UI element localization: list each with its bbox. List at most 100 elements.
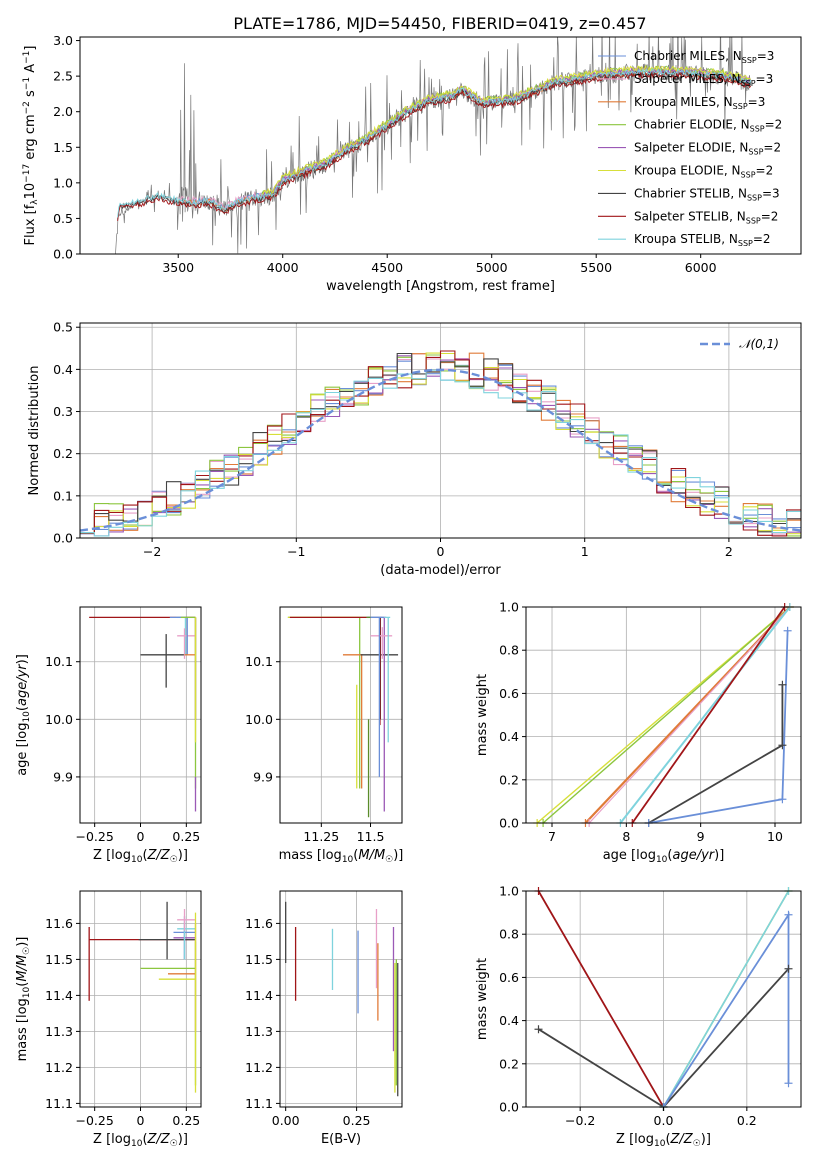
x-tick-label: 0.25 (172, 829, 200, 844)
y-axis-label: mass weight (475, 958, 490, 1040)
error-bar (180, 616, 197, 789)
x-tick-label: 5500 (580, 260, 612, 275)
histogram-step (80, 369, 801, 537)
x-tick-label: 7 (548, 829, 556, 844)
error-bar (140, 941, 197, 1086)
y-tick-label: 0.2 (499, 1056, 519, 1071)
weight-vs-age-panel: 7 8 9 10 0.0 0.2 0.4 0.6 0.8 1.0 age [log10(age/yr… (475, 600, 802, 865)
x-tick-label: 4000 (267, 260, 299, 275)
y-axis-label: Flux [fλ10−17 erg cm−2 s−1 A−1] (22, 46, 40, 246)
legend-label: Chabrier ELODIE, NSSP=2 (634, 118, 782, 134)
x-tick-label: 1 (581, 544, 589, 559)
y-tick-label: 3.0 (53, 33, 73, 48)
legend-label: Salpeter ELODIE, NSSP=2 (634, 141, 781, 157)
plus-marker (778, 741, 787, 750)
y-tick-label: 1.0 (499, 884, 519, 899)
plot-area (80, 350, 801, 537)
residuals-panel: −2 −1 0 1 2 0.0 0.1 0.2 0.3 0.4 0.5 (data-model)/er… (27, 320, 802, 578)
legend-label: Chabrier STELIB, NSSP=3 (634, 186, 780, 202)
weight-vs-Z-panel: −0.2 0.0 0.2 0.0 0.2 0.4 0.6 0.8 1.0 Z [log10(Z/Z… (475, 884, 802, 1149)
y-tick-label: 10.1 (245, 654, 273, 669)
y-tick-label: 11.6 (45, 916, 73, 931)
y-tick-label: 11.2 (245, 1060, 273, 1075)
y-tick-label: 9.9 (253, 769, 273, 784)
y-axis-label: Normed distribution (27, 366, 42, 496)
y-tick-label: 0.1 (53, 488, 73, 503)
model-spectrum-line (117, 71, 752, 220)
y-tick-label: 11.6 (245, 916, 273, 931)
y-tick-label: 9.9 (53, 769, 73, 784)
y-axis-label: mass weight (475, 674, 490, 756)
x-tick-label: −0.25 (76, 1113, 114, 1128)
x-axis-label: Z [log10(Z/Z☉)] (93, 848, 188, 865)
y-axis-label: mass [log10(M/M☉)] (15, 937, 32, 1062)
weight-line (537, 891, 665, 1107)
plot-area (536, 607, 791, 823)
x-tick-label: 11.25 (303, 829, 339, 844)
legend-label: Kroupa MILES, NSSP=3 (634, 95, 765, 111)
y-tick-label: 1.5 (53, 140, 73, 155)
x-axis-label: (data-model)/error (380, 563, 501, 578)
error-bar (138, 901, 196, 960)
y-tick-label: 11.2 (45, 1060, 73, 1075)
error-bar (289, 616, 383, 726)
y-tick-label: 0.4 (499, 729, 519, 744)
x-axis-label: wavelength [Angstrom, rest frame] (326, 279, 555, 294)
y-tick-label: 0.5 (53, 211, 73, 226)
error-bar (89, 616, 197, 720)
weight-line (538, 968, 790, 1107)
error-bar (177, 628, 196, 659)
y-tick-label: 11.1 (45, 1096, 73, 1111)
axes-frame (279, 890, 403, 1108)
legend-label: Chabrier MILES, NSSP=3 (634, 49, 774, 65)
error-bar (287, 616, 371, 789)
figure-title: PLATE=1786, MJD=54450, FIBERID=0419, z=0… (233, 14, 646, 33)
y-tick-label: 0.0 (53, 247, 73, 262)
plus-marker (783, 626, 792, 635)
model-spectrum-line (261, 64, 752, 195)
x-tick-label: 3500 (162, 260, 194, 275)
weight-line (619, 607, 791, 823)
y-axis-label: age [log10(age/yr)] (15, 654, 32, 776)
plot-area (285, 901, 399, 1097)
observed-spectrum (115, 37, 751, 254)
y-tick-label: 0.8 (499, 927, 519, 942)
x-tick-label: 0.00 (272, 1113, 300, 1128)
x-tick-label: 0 (137, 1113, 145, 1128)
y-tick-label: 0.2 (499, 772, 519, 787)
x-tick-label: 8 (622, 829, 630, 844)
y-tick-label: 0.3 (53, 404, 73, 419)
mass-vs-Z-panel: −0.25 0 0.25 11.1 11.2 11.3 11.4 11.5 11.6 Z [log… (15, 890, 202, 1149)
y-tick-label: 0.6 (499, 970, 519, 985)
y-tick-label: 11.4 (245, 988, 273, 1003)
age-vs-Z-panel: −0.25 0 0.25 9.9 10.0 10.1 Z [log10(Z/Z☉)] age … (15, 606, 202, 865)
x-tick-label: 6000 (685, 260, 717, 275)
y-tick-label: 0.0 (53, 531, 73, 546)
weight-line (631, 607, 786, 823)
model-spectrum-line (117, 67, 752, 218)
x-axis-label: age [log10(age/yr)] (603, 848, 725, 865)
y-tick-label: 0.2 (53, 446, 73, 461)
y-tick-label: 10.0 (245, 712, 273, 727)
legend-label: Salpeter STELIB, NSSP=2 (634, 209, 778, 225)
legend-label: Kroupa STELIB, NSSP=2 (634, 232, 771, 248)
y-tick-label: 1.0 (499, 600, 519, 615)
weight-line (542, 607, 791, 823)
plot-area (115, 37, 752, 254)
error-bar (366, 616, 385, 777)
y-tick-label: 0.5 (53, 320, 73, 335)
x-tick-label: −0.25 (76, 829, 114, 844)
plus-marker (778, 795, 787, 804)
legend-label: 𝒩(0,1) (739, 337, 779, 351)
legend-label: Salpeter MILES, NSSP=3 (634, 72, 773, 88)
mass-vs-EBV-panel: 0.00 0.25 11.1 11.2 11.3 11.4 11.5 11.6 E(B-V) (245, 890, 403, 1147)
plot-area (89, 616, 197, 812)
x-tick-label: 2 (725, 544, 733, 559)
x-tick-label: 0.2 (737, 1113, 757, 1128)
y-tick-label: 10.1 (45, 654, 73, 669)
plus-marker (784, 1079, 793, 1088)
plus-marker (784, 910, 793, 919)
panels: 3500 4000 4500 5000 5500 6000 0.0 0.5 1.0 1.5 2.0 2… (15, 33, 802, 1149)
error-bar (177, 909, 196, 931)
